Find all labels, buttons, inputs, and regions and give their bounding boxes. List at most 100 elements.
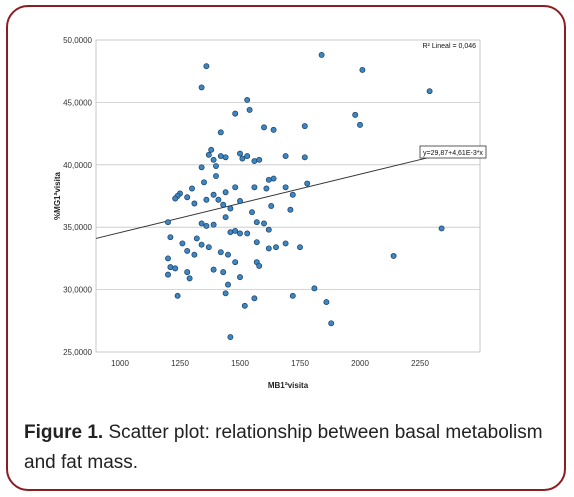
data-point <box>251 295 258 302</box>
y-tick-label: 50,0000 <box>63 36 92 45</box>
data-point <box>213 163 219 169</box>
data-point <box>301 123 308 130</box>
data-point <box>184 269 191 276</box>
data-point <box>193 235 200 242</box>
data-point <box>210 156 217 163</box>
data-points <box>165 52 445 340</box>
data-point <box>198 241 205 248</box>
data-point <box>256 262 263 269</box>
data-point <box>203 196 210 203</box>
x-tick-label: 1500 <box>231 359 249 368</box>
caption-label: Figure 1. <box>24 422 104 443</box>
plot-area <box>95 39 481 353</box>
data-point <box>167 264 174 271</box>
y-tick-label: 35,0000 <box>63 223 92 232</box>
data-point <box>198 220 205 227</box>
data-point <box>210 221 217 228</box>
data-point <box>165 255 171 262</box>
data-point <box>213 173 219 179</box>
data-point <box>256 156 263 163</box>
data-point <box>273 244 279 251</box>
y-tick-label: 30,0000 <box>63 286 92 295</box>
data-point <box>323 299 330 306</box>
y-tick-label: 40,0000 <box>63 161 92 170</box>
x-tick-label: 1250 <box>171 359 189 368</box>
data-point <box>232 259 239 266</box>
data-point <box>352 111 359 118</box>
data-point <box>251 158 258 165</box>
data-point <box>390 252 397 259</box>
data-point <box>184 194 191 201</box>
data-point <box>198 164 205 171</box>
data-point <box>270 175 277 182</box>
regression-line <box>95 156 430 239</box>
data-point <box>328 320 335 327</box>
data-point <box>232 184 239 191</box>
data-point <box>222 154 229 161</box>
data-point <box>217 153 224 160</box>
data-point <box>244 96 251 103</box>
x-tick-labels: 1000 1250 1500 1750 2000 2250 <box>111 359 429 368</box>
data-point <box>174 292 181 299</box>
data-point <box>270 126 277 133</box>
data-point <box>167 234 174 241</box>
data-point <box>237 150 243 157</box>
data-point <box>268 203 275 209</box>
data-point <box>210 191 217 198</box>
data-point <box>222 189 229 196</box>
data-point <box>203 223 210 229</box>
data-point <box>304 180 311 187</box>
data-point <box>261 124 267 131</box>
data-point <box>246 106 253 113</box>
data-point <box>210 266 217 273</box>
y-tick-label: 25,0000 <box>63 348 92 357</box>
fit-equation-label: y=29,87+4,61E-3*x <box>423 150 483 157</box>
data-point <box>220 269 227 276</box>
figure-caption: Figure 1. Scatter plot: relationship bet… <box>24 418 544 478</box>
data-point <box>198 84 205 91</box>
data-point <box>165 271 171 278</box>
data-point <box>191 200 198 207</box>
data-point <box>239 155 246 162</box>
data-point <box>282 153 289 160</box>
data-point <box>220 201 227 208</box>
data-point <box>184 247 191 254</box>
data-point <box>311 285 318 292</box>
data-point <box>244 230 251 237</box>
data-point <box>225 281 231 288</box>
data-point <box>359 67 366 73</box>
data-point <box>186 275 193 282</box>
caption-text: Scatter plot: relationship between basal… <box>24 422 543 473</box>
data-point <box>227 229 234 236</box>
data-point <box>217 249 224 256</box>
data-point <box>165 219 171 226</box>
data-point <box>227 205 234 212</box>
data-point <box>203 63 210 70</box>
x-tick-label: 1000 <box>111 359 129 368</box>
data-point <box>215 196 222 203</box>
y-tick-labels: 25,0000 30,0000 35,0000 40,0000 45,0000 50,00… <box>63 36 92 357</box>
data-point <box>301 154 308 161</box>
x-axis-label: MB1ªvisita <box>268 381 309 390</box>
data-point <box>237 274 243 281</box>
scatter-chart: 25,0000 30,0000 35,0000 40,0000 45,0000 50,00… <box>53 36 487 390</box>
data-point <box>287 206 294 213</box>
data-point <box>357 121 363 128</box>
data-point <box>225 251 231 258</box>
data-point <box>172 195 179 202</box>
data-point <box>222 214 229 221</box>
x-tick-label: 2250 <box>411 359 429 368</box>
data-point <box>217 129 224 136</box>
data-point <box>244 153 251 160</box>
data-point <box>251 184 258 191</box>
grid-lines <box>96 39 480 353</box>
fit-equation-box: y=29,87+4,61E-3*x <box>419 145 487 159</box>
data-point <box>205 151 212 158</box>
data-point <box>263 185 270 192</box>
r2-label: R² Lineal = 0,046 <box>422 43 476 50</box>
data-point <box>249 209 255 216</box>
data-point <box>426 88 433 95</box>
data-point <box>208 146 215 153</box>
data-point <box>253 239 260 246</box>
data-point <box>438 225 445 232</box>
